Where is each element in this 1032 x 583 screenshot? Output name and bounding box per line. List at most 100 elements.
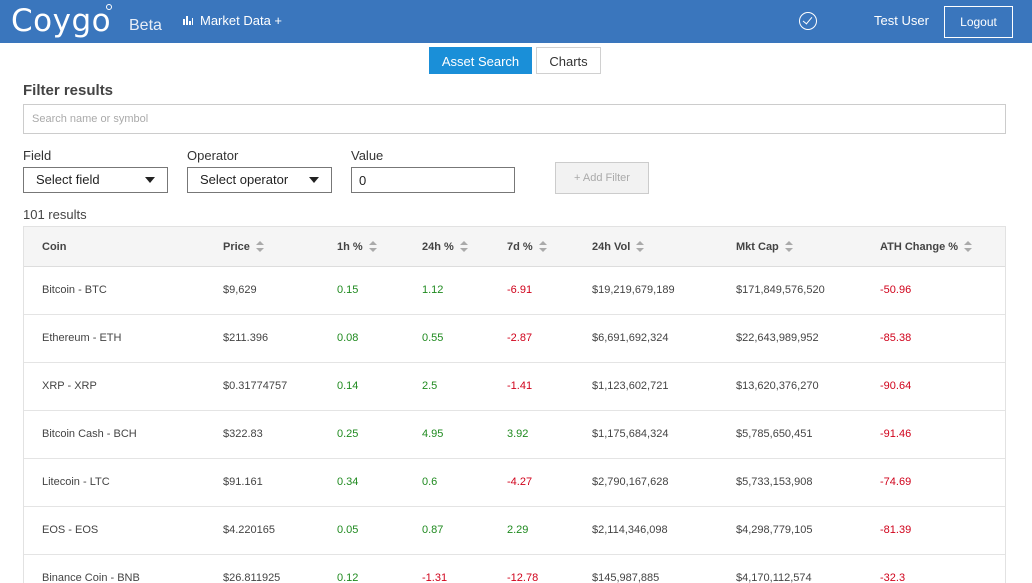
sort-icon[interactable] xyxy=(368,241,377,253)
filter-title: Filter results xyxy=(23,82,114,99)
cell-price: $91.161 xyxy=(223,476,263,488)
results-count: 101 results xyxy=(23,207,87,222)
sort-icon[interactable] xyxy=(459,241,468,253)
column-header-label: 7d % xyxy=(507,241,533,253)
cell-ath-change: -50.96 xyxy=(880,284,912,296)
check-circle-icon[interactable] xyxy=(799,12,817,30)
operator-select[interactable]: Select operator xyxy=(187,167,332,193)
cell-coin[interactable]: Bitcoin Cash - BCH xyxy=(42,428,137,440)
logo[interactable]: Coygo Beta xyxy=(11,2,162,40)
cell-mkt-cap: $4,298,779,105 xyxy=(736,524,813,536)
cell-mkt-cap: $13,620,376,270 xyxy=(736,380,819,392)
sort-icon[interactable] xyxy=(784,241,793,253)
cell-24h-vol: $6,691,692,324 xyxy=(592,332,669,344)
cell-coin[interactable]: EOS - EOS xyxy=(42,524,99,536)
column-header-label: ATH Change % xyxy=(880,241,959,253)
column-header-label: Price xyxy=(223,241,250,253)
column-header-price[interactable]: Price xyxy=(223,227,264,267)
cell-price: $9,629 xyxy=(223,284,257,296)
cell-1h: 0.34 xyxy=(337,476,359,488)
cell-7d: 3.92 xyxy=(507,428,529,440)
cell-24h: -1.31 xyxy=(422,572,448,583)
table-body: Bitcoin - BTC $9,629 0.15 1.12 -6.91 $19,219,… xyxy=(24,267,1005,583)
column-header-24h-vol[interactable]: 24h Vol xyxy=(592,227,645,267)
cell-price: $0.31774757 xyxy=(223,380,288,392)
cell-7d: -2.87 xyxy=(507,332,533,344)
cell-7d: -12.78 xyxy=(507,572,539,583)
cell-7d: -4.27 xyxy=(507,476,533,488)
cell-24h: 0.55 xyxy=(422,332,444,344)
cell-ath-change: -85.38 xyxy=(880,332,912,344)
bar-chart-icon xyxy=(183,15,193,26)
cell-24h: 0.87 xyxy=(422,524,444,536)
cell-24h: 2.5 xyxy=(422,380,438,392)
cell-mkt-cap: $22,643,989,952 xyxy=(736,332,819,344)
cell-1h: 0.12 xyxy=(337,572,359,583)
caret-down-icon xyxy=(145,177,155,183)
cell-ath-change: -74.69 xyxy=(880,476,912,488)
column-header-coin[interactable]: Coin xyxy=(42,227,66,267)
cell-price: $4.220165 xyxy=(223,524,275,536)
results-table: Coin Price 1h % 24h % 7d % 24h Vol Mkt Cap ATH … xyxy=(23,226,1006,583)
operator-select-value: Select operator xyxy=(200,172,289,187)
column-header-label: 24h Vol xyxy=(592,241,631,253)
column-header-24h[interactable]: 24h % xyxy=(422,227,468,267)
add-filter-button[interactable]: + Add Filter xyxy=(555,162,649,194)
cell-1h: 0.15 xyxy=(337,284,359,296)
column-header-ath-change[interactable]: ATH Change % xyxy=(880,227,973,267)
column-header-label: Mkt Cap xyxy=(736,241,779,253)
column-header-label: 24h % xyxy=(422,241,454,253)
sort-icon[interactable] xyxy=(964,241,973,253)
market-data-menu[interactable]: Market Data + xyxy=(183,13,282,28)
tab-charts[interactable]: Charts xyxy=(536,47,601,74)
cell-24h: 4.95 xyxy=(422,428,444,440)
cell-ath-change: -91.46 xyxy=(880,428,912,440)
table-row[interactable]: Binance Coin - BNB $26.811925 0.12 -1.31 -12… xyxy=(24,555,1005,583)
tab-asset-search[interactable]: Asset Search xyxy=(429,47,532,74)
cell-ath-change: -32.3 xyxy=(880,572,906,583)
cell-1h: 0.05 xyxy=(337,524,359,536)
cell-24h-vol: $145,987,885 xyxy=(592,572,660,583)
cell-price: $26.811925 xyxy=(223,572,281,583)
cell-24h: 1.12 xyxy=(422,284,444,296)
column-header-mkt-cap[interactable]: Mkt Cap xyxy=(736,227,793,267)
sort-icon[interactable] xyxy=(636,241,645,253)
column-header-label: Coin xyxy=(42,241,67,253)
table-row[interactable]: Litecoin - LTC $91.161 0.34 0.6 -4.27 $2,790,… xyxy=(24,459,1005,507)
cell-coin[interactable]: Ethereum - ETH xyxy=(42,332,122,344)
column-header-1h[interactable]: 1h % xyxy=(337,227,377,267)
cell-mkt-cap: $5,785,650,451 xyxy=(736,428,813,440)
cell-7d: -1.41 xyxy=(507,380,533,392)
table-row[interactable]: EOS - EOS $4.220165 0.05 0.87 2.29 $2,114,346… xyxy=(24,507,1005,555)
cell-coin[interactable]: Binance Coin - BNB xyxy=(42,572,140,583)
field-label: Field xyxy=(23,148,52,163)
table-row[interactable]: Bitcoin Cash - BCH $322.83 0.25 4.95 3.92 $1,… xyxy=(24,411,1005,459)
value-input[interactable] xyxy=(351,167,515,193)
cell-price: $211.396 xyxy=(223,332,269,344)
cell-24h-vol: $1,175,684,324 xyxy=(592,428,669,440)
cell-coin[interactable]: Litecoin - LTC xyxy=(42,476,110,488)
operator-label: Operator xyxy=(187,148,239,163)
cell-24h-vol: $2,114,346,098 xyxy=(592,524,668,536)
beta-label: Beta xyxy=(129,17,162,34)
cell-1h: 0.14 xyxy=(337,380,359,392)
cell-coin[interactable]: Bitcoin - BTC xyxy=(42,284,107,296)
cell-ath-change: -90.64 xyxy=(880,380,912,392)
tab-bar: Asset Search Charts xyxy=(429,47,601,74)
sort-icon[interactable] xyxy=(538,241,547,253)
table-row[interactable]: Bitcoin - BTC $9,629 0.15 1.12 -6.91 $19,219,… xyxy=(24,267,1005,315)
cell-1h: 0.08 xyxy=(337,332,359,344)
field-select[interactable]: Select field xyxy=(23,167,168,193)
logout-button[interactable]: Logout xyxy=(944,6,1013,38)
cell-mkt-cap: $4,170,112,574 xyxy=(736,572,812,583)
sort-icon[interactable] xyxy=(255,241,264,253)
column-header-7d[interactable]: 7d % xyxy=(507,227,547,267)
search-input[interactable] xyxy=(23,104,1006,134)
table-row[interactable]: Ethereum - ETH $211.396 0.08 0.55 -2.87 $6,69… xyxy=(24,315,1005,363)
navbar: Coygo Beta Market Data + Test User Logou… xyxy=(0,0,1032,43)
user-name[interactable]: Test User xyxy=(874,13,929,28)
cell-24h-vol: $2,790,167,628 xyxy=(592,476,669,488)
table-row[interactable]: XRP - XRP $0.31774757 0.14 2.5 -1.41 $1,123,6… xyxy=(24,363,1005,411)
column-header-label: 1h % xyxy=(337,241,363,253)
cell-coin[interactable]: XRP - XRP xyxy=(42,380,97,392)
